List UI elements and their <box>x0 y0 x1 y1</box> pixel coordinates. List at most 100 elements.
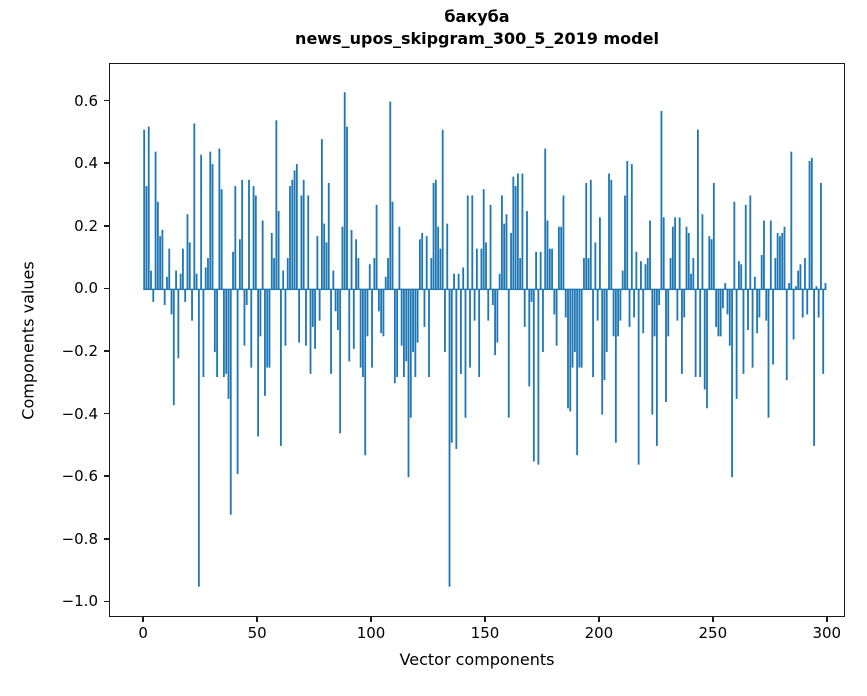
bar-component-283 <box>788 283 790 290</box>
bar-component-22 <box>193 123 196 290</box>
bar-component-159 <box>505 214 508 290</box>
bar-component-214 <box>630 164 633 290</box>
bar-component-82 <box>330 289 332 374</box>
bar-component-257 <box>728 289 731 346</box>
bar-component-10 <box>166 276 168 290</box>
bar-component-204 <box>608 173 610 290</box>
bar-component-63 <box>286 258 289 290</box>
bar-component-26 <box>202 289 205 377</box>
bar-component-151 <box>487 289 490 321</box>
bar-component-183 <box>560 226 563 290</box>
bar-component-135 <box>450 289 453 443</box>
bar-component-57 <box>273 258 275 290</box>
bar-component-64 <box>289 186 291 290</box>
bar-component-277 <box>774 258 777 290</box>
bar-component-208 <box>617 289 620 337</box>
bar-component-18 <box>184 289 187 302</box>
bar-component-247 <box>706 289 708 409</box>
bar-component-278 <box>776 233 779 290</box>
y-tick-label-0: 0.0 <box>74 279 98 298</box>
bar-component-108 <box>389 101 392 290</box>
bar-component-111 <box>396 289 399 377</box>
zero-baseline <box>143 288 827 291</box>
bar-component-292 <box>808 161 811 290</box>
bar-component-69 <box>300 195 303 290</box>
bar-component-121 <box>418 239 421 290</box>
bar-component-287 <box>797 270 800 290</box>
bar-component-40 <box>234 186 237 290</box>
bar-component-9 <box>163 289 166 306</box>
bar-component-298 <box>822 289 825 374</box>
y-tick-mark-0.6 <box>104 99 109 102</box>
bar-component-84 <box>334 289 337 312</box>
bar-component-227 <box>660 110 663 290</box>
bar-component-180 <box>553 289 556 315</box>
bar-component-47 <box>250 289 253 368</box>
bar-component-15 <box>177 289 180 359</box>
bar-component-36 <box>225 289 228 374</box>
bar-component-101 <box>373 258 376 290</box>
bar-component-232 <box>671 226 674 290</box>
bar-component-100 <box>371 289 373 368</box>
bar-component-207 <box>614 289 617 443</box>
bar-component-71 <box>305 289 307 346</box>
bar-component-25 <box>200 154 203 290</box>
bar-component-176 <box>544 148 547 290</box>
bar-component-87 <box>341 226 344 290</box>
bar-component-94 <box>357 258 360 290</box>
bar-component-223 <box>651 289 654 415</box>
bar-component-134 <box>448 289 451 587</box>
bar-component-116 <box>407 289 410 478</box>
bar-component-173 <box>537 289 540 465</box>
bar-component-1 <box>145 186 148 290</box>
y-tick-mark-0.2 <box>104 224 109 227</box>
bar-component-27 <box>204 267 207 290</box>
bar-component-120 <box>416 289 419 343</box>
bar-component-39 <box>232 251 234 290</box>
bar-component-80 <box>325 242 328 290</box>
plot-area <box>109 63 845 617</box>
bar-component-297 <box>820 182 822 290</box>
bar-component-4 <box>152 289 155 302</box>
bar-component-280 <box>781 233 784 290</box>
bar-component-30 <box>211 164 214 290</box>
bar-component-182 <box>557 226 560 290</box>
bar-component-250 <box>712 182 715 290</box>
y-tick-mark-0.4 <box>104 162 109 164</box>
bar-component-237 <box>683 289 686 318</box>
bar-component-16 <box>179 273 182 290</box>
x-tick-mark-50 <box>256 617 258 622</box>
bar-component-187 <box>569 289 572 412</box>
bar-component-167 <box>523 289 526 327</box>
bar-component-206 <box>612 289 615 337</box>
chart-title-word: бакуба <box>444 7 510 26</box>
bar-component-168 <box>526 211 528 290</box>
bar-component-254 <box>722 289 724 309</box>
bar-component-52 <box>261 220 264 290</box>
y-tick-label-0.2: 0.2 <box>74 216 98 235</box>
bar-component-156 <box>498 273 501 290</box>
bar-component-153 <box>491 289 494 306</box>
bar-component-291 <box>806 289 809 315</box>
y-tick-label--0.8: −0.8 <box>61 529 98 548</box>
bar-component-224 <box>653 289 656 337</box>
bar-component-212 <box>626 161 629 290</box>
bar-component-14 <box>175 270 177 290</box>
bar-component-190 <box>576 289 579 456</box>
bar-component-115 <box>405 289 408 362</box>
bar-component-188 <box>571 289 574 368</box>
x-tick-label-0: 0 <box>138 624 148 642</box>
bar-component-81 <box>327 182 330 290</box>
y-tick-mark--0.4 <box>104 412 109 415</box>
bar-component-67 <box>295 164 298 290</box>
bar-component-244 <box>699 289 702 377</box>
bar-component-13 <box>172 289 175 406</box>
bar-component-72 <box>307 195 310 290</box>
bar-component-193 <box>583 258 585 290</box>
bar-component-281 <box>783 226 786 290</box>
bar-component-160 <box>507 289 510 418</box>
bar-component-95 <box>359 289 362 368</box>
bar-component-141 <box>464 289 467 418</box>
bar-component-171 <box>532 289 535 462</box>
y-tick-label--1: −1.0 <box>61 592 98 611</box>
